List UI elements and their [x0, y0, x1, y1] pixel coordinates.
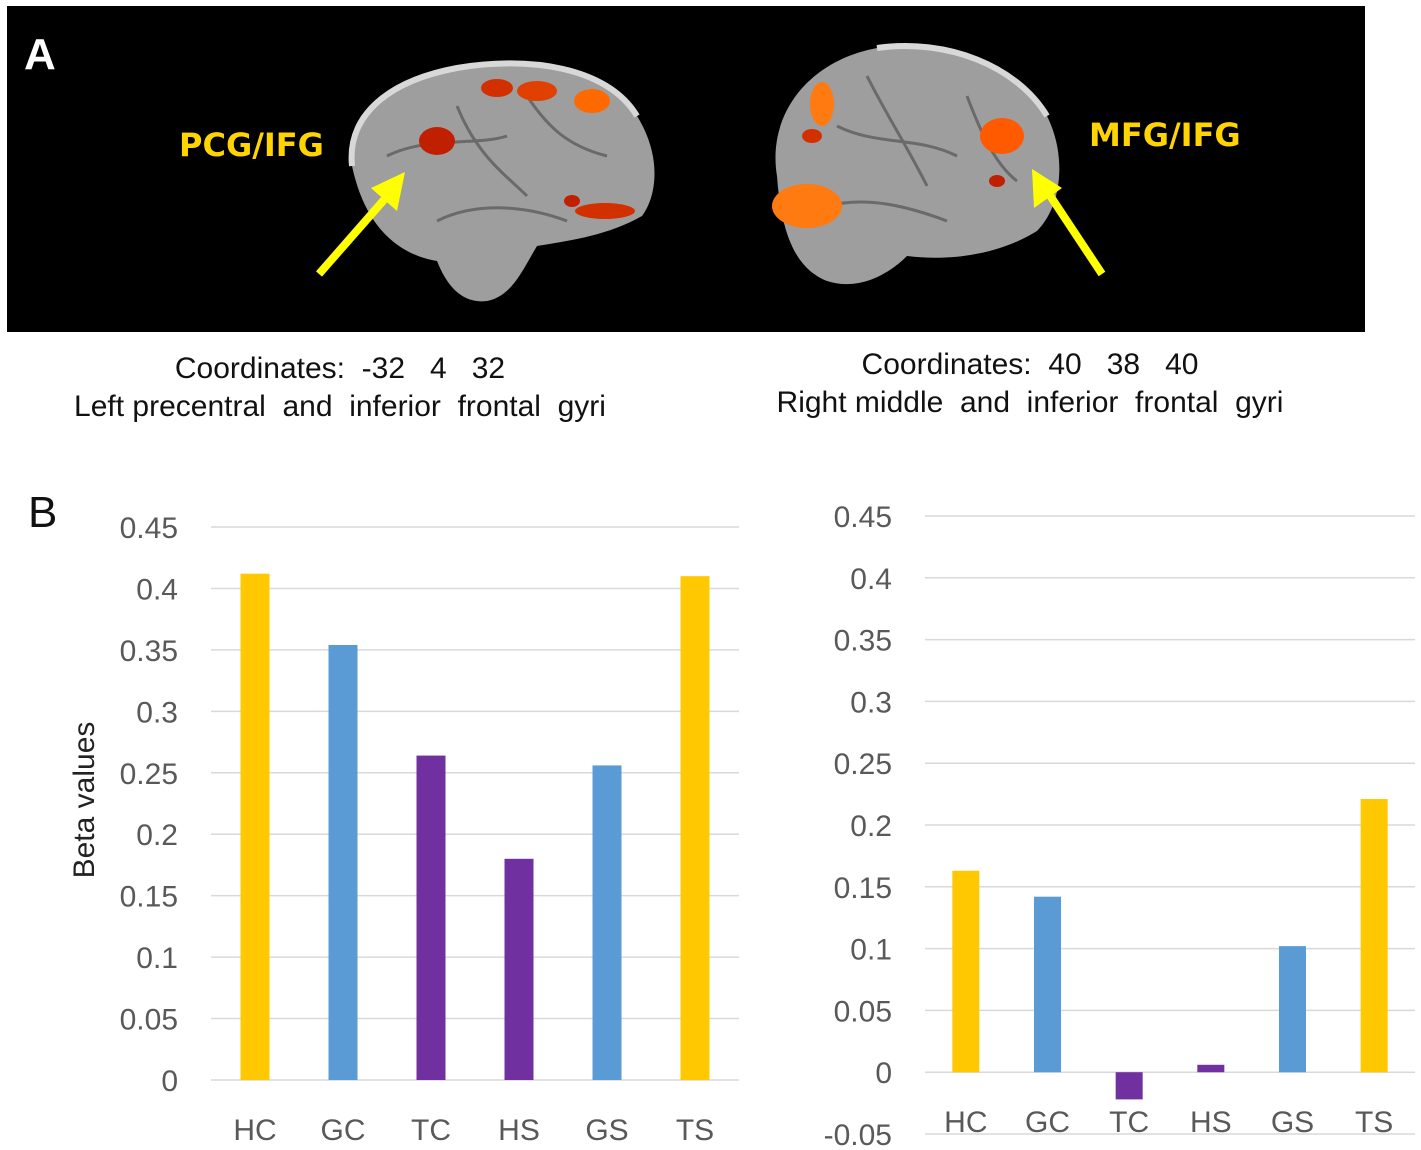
x-tick-label: GS: [585, 1114, 628, 1147]
activation-left-2: [517, 81, 557, 101]
y-tick-label: 0.15: [834, 872, 892, 905]
x-tick-label: HC: [944, 1106, 987, 1139]
x-tick-label: TS: [676, 1114, 714, 1147]
y-tick-label: 0.45: [834, 501, 892, 534]
bar-gc: [1034, 896, 1061, 1073]
bar-ts: [680, 576, 710, 1080]
y-tick-label: 0.1: [136, 942, 178, 975]
brain-render: [315, 42, 1106, 302]
y-tick-label: 0.45: [120, 512, 178, 545]
right-brain-highlight: [876, 42, 1050, 118]
x-tick-label: TC: [1109, 1106, 1149, 1139]
y-tick-label: 0.1: [850, 934, 892, 967]
x-tick-label: TS: [1355, 1106, 1393, 1139]
bar-tc: [416, 755, 446, 1080]
activation-right-3: [772, 184, 842, 228]
arrow-right-shaft: [1043, 188, 1106, 277]
y-tick-label: 0.2: [850, 810, 892, 843]
bar-gs: [1279, 946, 1306, 1073]
activation-left-3: [574, 89, 610, 113]
bar-hs: [504, 858, 534, 1080]
activation-left-1: [481, 79, 513, 97]
arrow-left-shaft: [315, 190, 394, 277]
y-tick-label: 0.4: [136, 573, 178, 606]
y-tick-label: 0.25: [120, 758, 178, 791]
x-tick-label: GC: [321, 1114, 366, 1147]
y-tick-label: 0.35: [120, 635, 178, 668]
bar-gs: [592, 765, 622, 1080]
x-tick-label: HC: [233, 1114, 276, 1147]
bar-tc: [1115, 1072, 1143, 1100]
x-tick-label: TC: [411, 1114, 451, 1147]
bar-hc: [240, 573, 270, 1080]
activation-left-4: [575, 203, 635, 219]
y-tick-label: 0.2: [136, 819, 178, 852]
brain-images-panel: A PCG/IFG MFG/IFG: [7, 6, 1365, 332]
arrow-left-head: [371, 172, 405, 211]
y-tick-label: 0.4: [850, 563, 892, 596]
panel-a-letter: A: [24, 30, 56, 79]
x-tick-label: HS: [498, 1114, 540, 1147]
y-tick-label: 0.25: [834, 748, 892, 781]
right-brain-sulci: [826, 75, 1018, 223]
y-tick-label: 0.15: [120, 881, 178, 914]
left-caption-region: Left precentral and inferior frontal gyr…: [74, 390, 606, 423]
panel-b-letter: B: [28, 488, 58, 537]
activation-right-1: [810, 82, 834, 126]
activation-right-mfg: [980, 118, 1024, 154]
activation-left-5: [564, 195, 580, 207]
left-caption-coordinates: Coordinates: -32 4 32: [174, 352, 506, 385]
right-caption-region: Right middle and inferior frontal gyri: [776, 386, 1284, 419]
x-tick-label: GC: [1025, 1106, 1070, 1139]
y-tick-label: 0.05: [834, 995, 892, 1028]
y-axis-label: Beta values: [68, 722, 101, 879]
y-tick-label: 0.3: [136, 696, 178, 729]
left-brain-shape: [351, 63, 655, 302]
bar-gc: [328, 644, 358, 1080]
right-caption-coordinates: Coordinates: 40 38 40: [861, 348, 1199, 381]
arrow-right: [1032, 169, 1106, 277]
activation-right-2: [802, 129, 822, 143]
bar-ts: [1360, 799, 1388, 1073]
arrow-right-head: [1032, 169, 1062, 208]
x-tick-label: HS: [1190, 1106, 1232, 1139]
beta-bar-charts: 0 0.05 0.1 0.15 0.2 0.25 0.3 0.35 0.4 0.45 HC GC TC H…: [68, 501, 1415, 1150]
activation-right-4: [989, 175, 1005, 187]
activation-left-pcg: [419, 127, 455, 155]
y-tick-label: 0: [161, 1065, 178, 1098]
y-tick-label: 0: [875, 1057, 892, 1090]
y-tick-label: 0.35: [834, 625, 892, 658]
x-tick-label: GS: [1271, 1106, 1314, 1139]
arrow-left: [315, 172, 405, 277]
bar-hc: [952, 870, 980, 1073]
left-region-label: PCG/IFG: [179, 126, 324, 164]
left-brain-highlight: [348, 60, 640, 167]
left-hemisphere-image: [348, 60, 655, 302]
bar-hs: [1197, 1064, 1225, 1073]
y-tick-label: 0.3: [850, 686, 892, 719]
y-tick-label: -0.05: [824, 1119, 892, 1150]
right-region-label: MFG/IFG: [1089, 116, 1241, 154]
right-hemisphere-image: [772, 42, 1060, 285]
y-tick-label: 0.05: [120, 1004, 178, 1037]
